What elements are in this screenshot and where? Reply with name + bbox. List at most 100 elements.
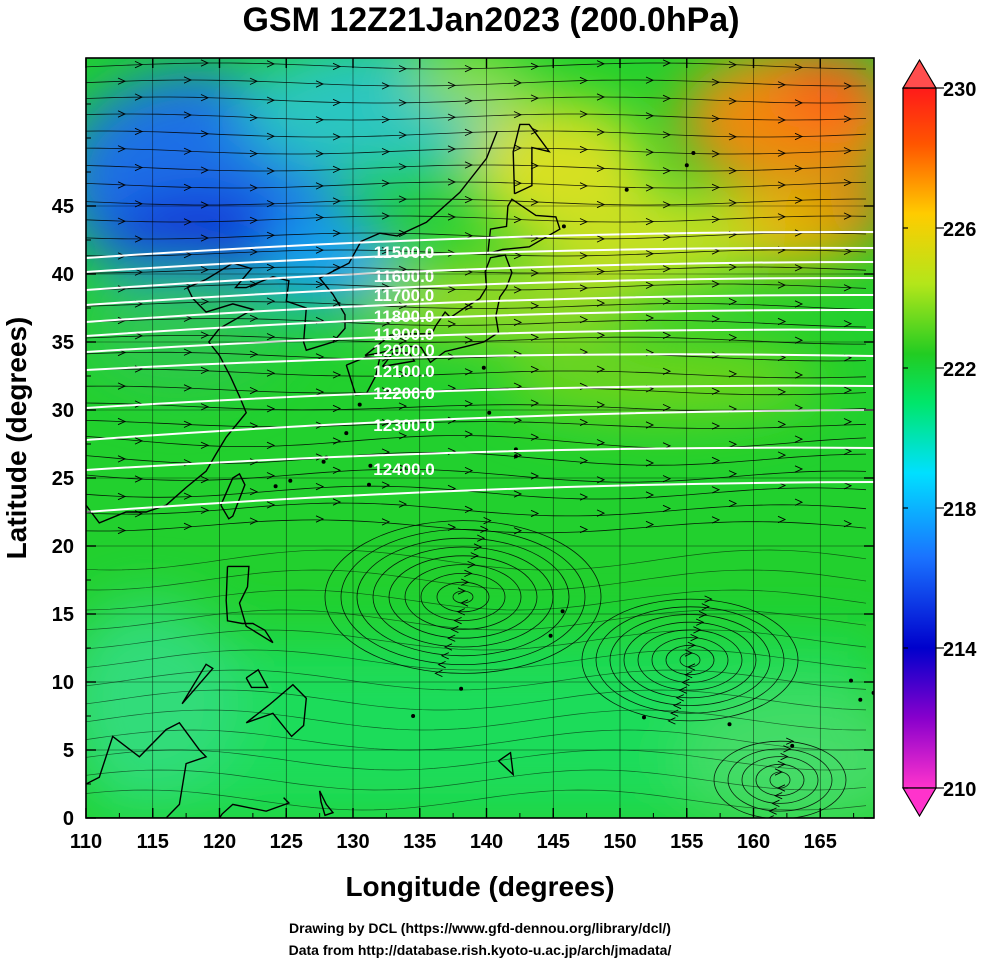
height-contour: [86, 481, 874, 513]
streamline: [86, 351, 867, 362]
wind-arrow: [687, 641, 696, 649]
wind-arrow: [794, 99, 804, 107]
wind-arrow: [530, 94, 540, 102]
wind-arrow: [117, 77, 127, 85]
height-contour: [86, 353, 874, 371]
wind-arrow: [381, 147, 391, 156]
wind-arrow: [440, 652, 449, 660]
wind-arrow: [117, 382, 127, 390]
wind-arrow: [464, 430, 474, 438]
wind-arrow: [513, 490, 523, 498]
wind-arrow: [596, 439, 606, 447]
island: [849, 678, 853, 683]
island: [288, 478, 293, 483]
wind-arrow: [579, 76, 589, 85]
credit-line-1: Drawing by DCL (https://www.gfd-dennou.o…: [289, 920, 671, 936]
colorbar-tick-label: 226: [943, 219, 976, 241]
streamline: [86, 519, 867, 534]
grid-lines: [86, 58, 874, 818]
wind-arrow: [183, 218, 193, 226]
wind-arrow: [771, 799, 780, 808]
wind-arrow: [662, 331, 672, 340]
streamline: [86, 769, 867, 791]
y-tick-label: 10: [52, 672, 74, 694]
y-tick-label: 25: [52, 468, 74, 490]
wind-arrow: [398, 229, 408, 238]
wind-arrow: [249, 77, 259, 85]
mindanao-coast: [245, 683, 308, 738]
wind-arrow: [315, 182, 325, 190]
wind-arrow: [774, 768, 784, 776]
wind-arrow: [183, 183, 193, 192]
mainland-coast: [86, 130, 498, 524]
island: [459, 686, 464, 691]
wind-arrow: [117, 492, 127, 501]
wind-arrow: [645, 520, 655, 529]
streamline: [86, 318, 867, 328]
wind-arrow: [381, 179, 391, 187]
wind-arrow: [684, 649, 694, 657]
wind-arrow: [381, 115, 391, 124]
circulation-streamline: [609, 614, 771, 706]
wind-arrow: [686, 663, 696, 671]
luzon-coast: [225, 565, 274, 644]
wind-arrow: [530, 198, 540, 206]
wind-arrow: [513, 286, 523, 294]
wind-arrow: [381, 212, 391, 220]
wind-arrow: [768, 807, 777, 815]
streamline: [86, 181, 867, 189]
wind-arrow: [596, 476, 606, 484]
wind-arrow: [513, 215, 523, 224]
wind-arrow: [579, 145, 589, 154]
wind-arrow: [530, 365, 540, 374]
wind-arrow: [332, 404, 342, 413]
wind-arrow: [662, 367, 672, 375]
wind-arrow: [843, 212, 853, 220]
streamline: [86, 669, 867, 691]
wind-arrow: [315, 353, 325, 361]
wind-arrow: [645, 459, 655, 467]
wind-arrow: [381, 247, 391, 255]
wind-arrow: [249, 314, 259, 322]
wind-arrow: [398, 163, 408, 171]
x-tick-label: 130: [336, 831, 369, 853]
wind-arrow: [117, 316, 127, 325]
streamline: [86, 215, 867, 223]
wind-arrow: [398, 195, 408, 203]
island: [411, 714, 416, 718]
wind-arrow: [645, 184, 655, 192]
wind-arrow: [117, 417, 127, 426]
wind-arrow: [843, 520, 853, 528]
wind-arrow: [434, 669, 443, 678]
wind-arrow: [776, 784, 786, 792]
wind-arrow: [513, 251, 523, 260]
wind-arrow: [464, 97, 474, 105]
wind-arrow: [447, 113, 457, 121]
circulation-streamline: [356, 537, 570, 657]
sakhalin-coast: [512, 123, 551, 195]
colorbar-tick-label: 230: [943, 79, 976, 101]
temperature-field: [86, 58, 874, 818]
wind-arrow: [117, 181, 127, 189]
wind-arrow: [249, 350, 259, 358]
wind-arrow: [315, 515, 325, 523]
wind-arrow: [780, 752, 789, 761]
wind-arrow: [794, 196, 804, 204]
wind-arrow: [398, 464, 408, 472]
wind-arrow: [530, 399, 540, 407]
wind-arrow: [843, 178, 853, 187]
height-contour: [86, 328, 874, 353]
wind-arrow: [183, 111, 193, 119]
wind-arrow: [464, 161, 474, 169]
streamline: [86, 589, 867, 611]
wind-arrow: [711, 456, 721, 465]
wind-arrow: [464, 64, 474, 73]
wind-arrow: [332, 62, 342, 71]
wind-arrow: [777, 181, 787, 189]
wind-arrow: [672, 701, 682, 710]
wind-arrow: [645, 250, 655, 258]
wind-arrow: [530, 62, 540, 71]
wind-arrow: [381, 518, 391, 526]
x-tick-label: 160: [737, 831, 770, 853]
wind-arrow: [266, 60, 276, 68]
